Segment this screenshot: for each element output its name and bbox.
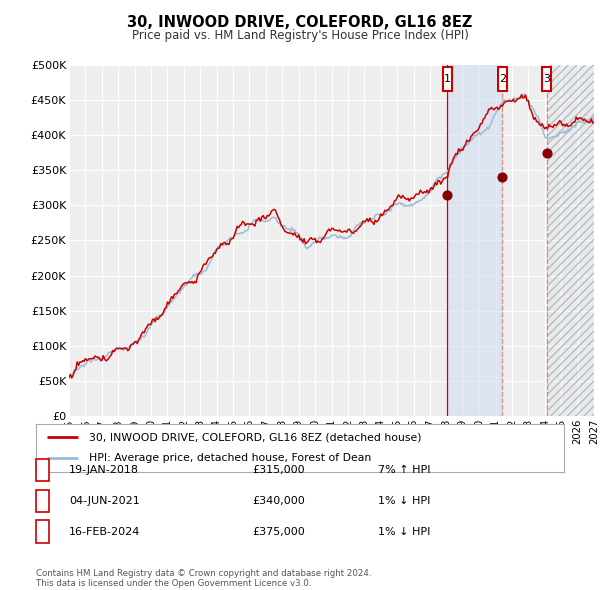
Bar: [547, 65, 594, 416]
Text: £315,000: £315,000: [252, 466, 305, 475]
Text: 3: 3: [543, 74, 550, 84]
Point: [442, 190, 452, 199]
Text: 2: 2: [499, 74, 506, 84]
Point: [542, 148, 551, 158]
Text: 1% ↓ HPI: 1% ↓ HPI: [378, 496, 430, 506]
Text: 04-JUN-2021: 04-JUN-2021: [69, 496, 140, 506]
Bar: [498, 67, 507, 91]
Bar: [443, 67, 452, 91]
Text: 2: 2: [39, 496, 46, 506]
Text: Contains HM Land Registry data © Crown copyright and database right 2024.: Contains HM Land Registry data © Crown c…: [36, 569, 371, 578]
Text: 16-FEB-2024: 16-FEB-2024: [69, 527, 140, 536]
Point: [497, 172, 507, 182]
Bar: [542, 67, 551, 91]
Text: 3: 3: [39, 527, 46, 536]
Text: 19-JAN-2018: 19-JAN-2018: [69, 466, 139, 475]
Text: HPI: Average price, detached house, Forest of Dean: HPI: Average price, detached house, Fore…: [89, 454, 371, 464]
Text: £340,000: £340,000: [252, 496, 305, 506]
Text: 30, INWOOD DRIVE, COLEFORD, GL16 8EZ (detached house): 30, INWOOD DRIVE, COLEFORD, GL16 8EZ (de…: [89, 432, 421, 442]
Text: 7% ↑ HPI: 7% ↑ HPI: [378, 466, 431, 475]
Text: 30, INWOOD DRIVE, COLEFORD, GL16 8EZ: 30, INWOOD DRIVE, COLEFORD, GL16 8EZ: [127, 15, 473, 30]
Text: 1% ↓ HPI: 1% ↓ HPI: [378, 527, 430, 536]
Text: Price paid vs. HM Land Registry's House Price Index (HPI): Price paid vs. HM Land Registry's House …: [131, 30, 469, 42]
Bar: [547, 65, 594, 416]
Text: This data is licensed under the Open Government Licence v3.0.: This data is licensed under the Open Gov…: [36, 579, 311, 588]
Text: 1: 1: [443, 74, 451, 84]
Text: 1: 1: [39, 466, 46, 475]
Bar: [447, 65, 502, 416]
Text: £375,000: £375,000: [252, 527, 305, 536]
